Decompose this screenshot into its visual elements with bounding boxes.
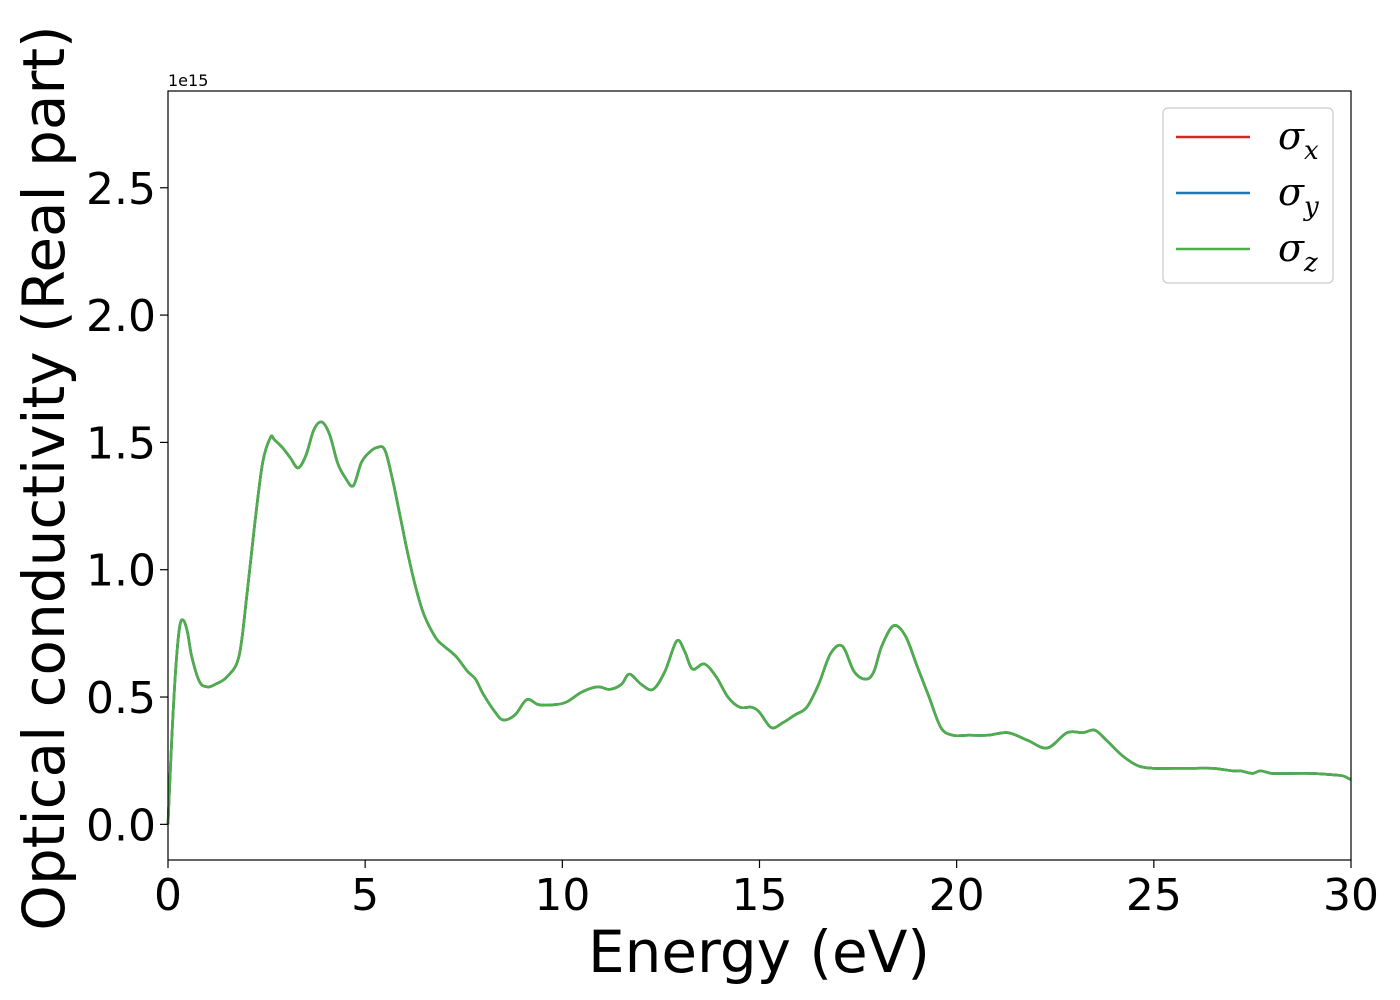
legend-box xyxy=(1162,107,1334,284)
y-tick-label: 1.0 xyxy=(86,546,156,597)
series-layer xyxy=(166,420,1352,825)
x-tick-label: 0 xyxy=(154,870,182,921)
x-axis-ticks: 0 5 10 15 20 25 30 xyxy=(154,860,1379,921)
y-tick-label: 0.5 xyxy=(86,673,156,724)
plot-background xyxy=(168,91,1351,860)
x-axis-label: Energy (eV) xyxy=(588,918,930,986)
x-tick-label: 10 xyxy=(534,870,590,921)
legend-label: σz xyxy=(1278,226,1318,278)
x-tick-label: 25 xyxy=(1126,870,1182,921)
y-offset-text: 1e15 xyxy=(168,71,208,90)
y-tick-label: 1.5 xyxy=(86,418,156,469)
x-tick-label: 15 xyxy=(732,870,788,921)
series-line-3 xyxy=(166,420,1352,825)
y-axis-ticks: 0.0 0.5 1.0 1.5 2.0 2.5 xyxy=(86,164,168,851)
y-tick-label: 2.5 xyxy=(86,164,156,215)
x-tick-label: 30 xyxy=(1323,870,1379,921)
y-axis-label: Optical conductivity (Real part) xyxy=(10,25,78,930)
legend-label: σx xyxy=(1278,114,1319,166)
y-tick-label: 2.0 xyxy=(86,291,156,342)
legend-label: σy xyxy=(1278,170,1319,222)
y-tick-label: 0.0 xyxy=(86,800,156,851)
x-tick-label: 20 xyxy=(929,870,985,921)
x-tick-label: 5 xyxy=(351,870,379,921)
